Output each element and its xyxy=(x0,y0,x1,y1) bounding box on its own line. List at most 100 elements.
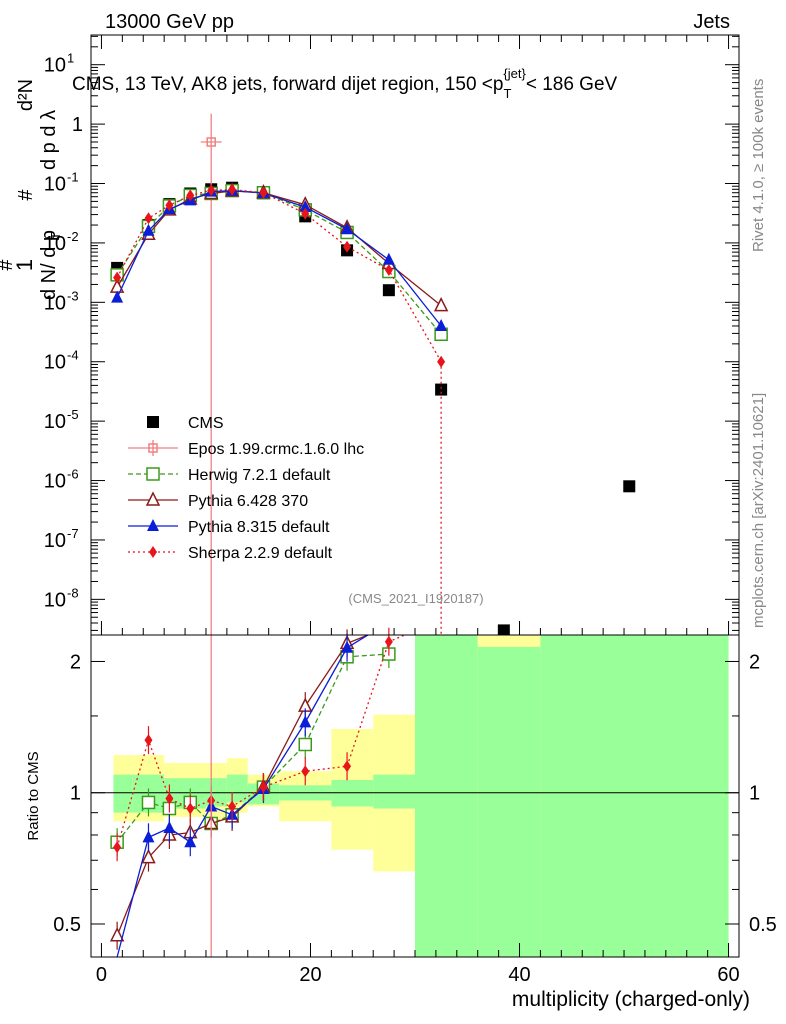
legend-label: Pythia 8.315 default xyxy=(188,519,330,536)
legend-label: Pythia 6.428 370 xyxy=(188,493,308,510)
y-tick-exponent: 1 xyxy=(67,51,74,66)
ylabel-T1: T xyxy=(48,232,63,240)
ratio-point xyxy=(165,792,174,805)
mcplots-label: mcplots.cern.ch [arXiv:2401.10621] xyxy=(750,393,767,628)
data-point xyxy=(144,212,153,225)
ratio-y-tick-label: 2 xyxy=(70,651,81,673)
plot-title-end: < 186 GeV xyxy=(526,74,618,95)
total-uncertainty-band xyxy=(477,635,541,647)
legend-marker xyxy=(145,491,161,506)
legend-label: Herwig 7.2.1 default xyxy=(188,467,331,484)
ratio-y-tick-label-right: 1 xyxy=(749,783,760,805)
ratio-point xyxy=(142,830,155,843)
ratio-point xyxy=(228,800,237,813)
data-point xyxy=(259,186,268,199)
legend-marker xyxy=(146,467,160,481)
data-point xyxy=(341,222,354,235)
data-point xyxy=(299,200,312,213)
data-point xyxy=(301,207,310,220)
ratio-series-line xyxy=(116,653,389,843)
y-tick-exponent: -7 xyxy=(67,526,79,541)
y-tick-label: 10 xyxy=(44,292,66,314)
plot-title-sup: {jet} xyxy=(503,66,526,81)
ratio-y-tick-label-right: 0.5 xyxy=(749,914,777,936)
data-point xyxy=(433,296,449,312)
y-tick-label: 10 xyxy=(44,55,66,77)
y-tick-exponent: -2 xyxy=(67,229,79,244)
ratio-y-tick-label: 0.5 xyxy=(53,914,81,936)
x-axis-label: multiplicity (charged-only) xyxy=(512,988,750,1011)
y-tick-label: 10 xyxy=(44,411,66,433)
ratio-point xyxy=(384,635,393,648)
header-left: 13000 GeV pp xyxy=(105,11,234,33)
y-tick-exponent: -4 xyxy=(67,348,79,363)
legend-marker xyxy=(148,443,158,453)
data-point xyxy=(206,137,216,147)
ratio-point xyxy=(343,760,352,773)
data-point xyxy=(165,199,174,212)
stat-uncertainty-band xyxy=(113,774,133,813)
ratio-point xyxy=(141,848,156,864)
ratio-y-tick-label: 1 xyxy=(70,783,81,805)
stat-uncertainty-band xyxy=(415,635,478,957)
legend-label: CMS xyxy=(188,415,224,432)
plot-title-main: CMS, 13 TeV, AK8 jets, forward dijet reg… xyxy=(72,74,503,95)
ratio-point xyxy=(141,795,156,810)
y-tick-exponent: -8 xyxy=(67,585,79,600)
ratio-point xyxy=(186,802,195,815)
ratio-series-line xyxy=(116,634,369,936)
legend-marker xyxy=(147,416,159,428)
data-point xyxy=(113,271,122,284)
y-tick-label: 10 xyxy=(44,471,66,493)
y-tick-label: 10 xyxy=(44,174,66,196)
y-tick-exponent: -3 xyxy=(67,288,79,303)
plot-title: CMS, 13 TeV, AK8 jets, forward dijet reg… xyxy=(72,66,618,101)
legend-marker xyxy=(149,546,157,558)
ratio-point xyxy=(109,927,125,942)
ratio-ylabel: Ratio to CMS xyxy=(25,751,42,840)
stat-uncertainty-band xyxy=(477,635,541,957)
data-point xyxy=(111,290,124,303)
y-tick-exponent: -1 xyxy=(67,170,79,185)
data-point xyxy=(382,284,395,297)
data-point xyxy=(384,264,393,277)
main-ylabel: 1 d N/ d p T # d p d λ d²N # xyxy=(0,79,63,300)
plot-title-sub: T xyxy=(503,86,511,101)
rivet-version-label: Rivet 4.1.0, ≥ 100k events xyxy=(750,79,767,252)
data-point xyxy=(228,183,237,196)
legend-marker xyxy=(147,519,159,531)
ratio-point xyxy=(301,765,310,778)
data-point xyxy=(142,223,155,236)
data-point xyxy=(497,624,510,637)
y-tick-label: 1 xyxy=(72,114,83,136)
ratio-point xyxy=(298,737,313,752)
data-point xyxy=(437,355,446,368)
y-tick-exponent: -6 xyxy=(67,467,79,482)
ratio-point xyxy=(299,715,312,728)
ratio-point xyxy=(144,734,153,747)
x-tick-label: 0 xyxy=(96,964,107,986)
data-point xyxy=(623,480,636,493)
ratio-series-line xyxy=(116,634,369,958)
x-tick-label: 40 xyxy=(508,964,530,986)
ratio-point xyxy=(341,640,354,653)
data-point xyxy=(435,318,448,331)
ratio-point xyxy=(163,821,176,834)
y-tick-label: 10 xyxy=(44,530,66,552)
ylabel-dp: d p d λ xyxy=(38,110,60,170)
legend-label: Sherpa 2.2.9 default xyxy=(188,545,333,562)
data-point xyxy=(435,383,448,396)
y-tick-label: 10 xyxy=(44,233,66,255)
y-tick-label: 10 xyxy=(44,352,66,374)
analysis-watermark: (CMS_2021_I1920187) xyxy=(348,591,483,606)
ylabel-one: 1 xyxy=(12,259,37,271)
y-tick-label: 10 xyxy=(44,589,66,611)
ylabel-hash: # xyxy=(15,189,37,201)
legend-label: Epos 1.99.crmc.1.6.0 lhc xyxy=(188,441,364,458)
stat-uncertainty-band xyxy=(373,774,415,809)
data-point xyxy=(382,252,395,265)
ratio-point xyxy=(259,781,268,794)
legend: CMS Epos 1.99.crmc.1.6.0 lhc Herwig 7.2.1 … xyxy=(128,415,364,562)
